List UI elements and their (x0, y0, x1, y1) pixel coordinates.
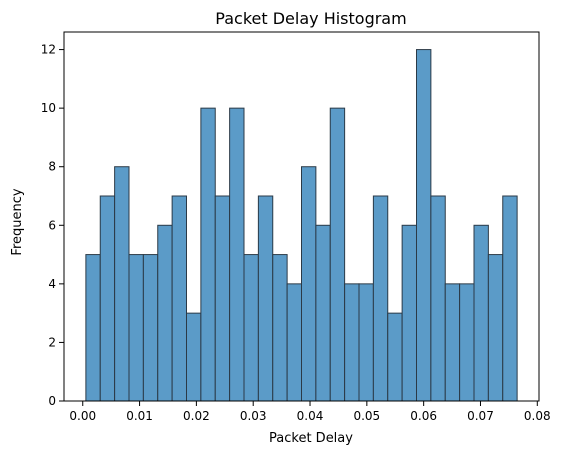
histogram-bar (444, 283, 461, 402)
histogram-bar (487, 254, 504, 402)
x-tick-label: 0.05 (353, 409, 380, 423)
y-tick-label: 2 (48, 335, 56, 349)
bars-layer (85, 49, 518, 402)
x-axis-ticks: 0.00 0.01 0.02 0.03 0.04 0.05 0.06 0.07 0.08 (69, 401, 551, 423)
x-axis-label: Packet Delay (269, 431, 353, 446)
histogram-bar (286, 283, 302, 402)
histogram-bar (214, 195, 231, 402)
histogram-bar (344, 283, 360, 402)
histogram-bar (85, 254, 101, 402)
histogram-bar (257, 195, 274, 402)
y-tick-label: 8 (48, 160, 56, 174)
x-tick-label: 0.02 (183, 409, 210, 423)
histogram-bar (157, 224, 173, 402)
histogram-bar (243, 254, 259, 402)
histogram-bar (186, 312, 202, 402)
histogram-bar (502, 195, 518, 402)
y-axis-ticks: 0 2 4 6 8 10 12 (41, 43, 64, 408)
histogram-bar (142, 254, 159, 402)
y-tick-label: 10 (41, 101, 56, 115)
histogram-bar (99, 195, 116, 402)
histogram-bar (401, 224, 417, 402)
y-tick-label: 4 (48, 277, 56, 291)
histogram-bar (229, 107, 245, 402)
x-tick-label: 0.08 (524, 409, 551, 423)
histogram-bar (372, 195, 389, 402)
histogram-bar (430, 195, 446, 402)
x-tick-label: 0.07 (467, 409, 494, 423)
histogram-bar (329, 107, 346, 402)
x-tick-label: 0.06 (410, 409, 437, 423)
histogram-bar (416, 49, 432, 402)
x-tick-label: 0.00 (69, 409, 96, 423)
x-tick-label: 0.01 (126, 409, 153, 423)
y-tick-label: 6 (48, 218, 56, 232)
histogram-bar (358, 283, 374, 402)
histogram-bar (387, 312, 403, 402)
histogram-bar (200, 107, 216, 402)
histogram-bar (114, 166, 130, 402)
histogram-bar (171, 195, 187, 402)
x-tick-label: 0.03 (240, 409, 267, 423)
histogram-bar (473, 224, 489, 402)
x-tick-label: 0.04 (297, 409, 324, 423)
histogram-bar (301, 166, 317, 402)
histogram-bar (459, 283, 475, 402)
histogram-bar (315, 224, 331, 402)
histogram-bar (272, 254, 288, 402)
y-axis-label: Frequency (10, 188, 25, 255)
chart-title: Packet Delay Histogram (215, 9, 406, 28)
plot-frame (63, 31, 540, 402)
y-tick-label: 0 (48, 394, 56, 408)
y-tick-label: 12 (41, 43, 56, 57)
histogram-bar (128, 254, 144, 402)
